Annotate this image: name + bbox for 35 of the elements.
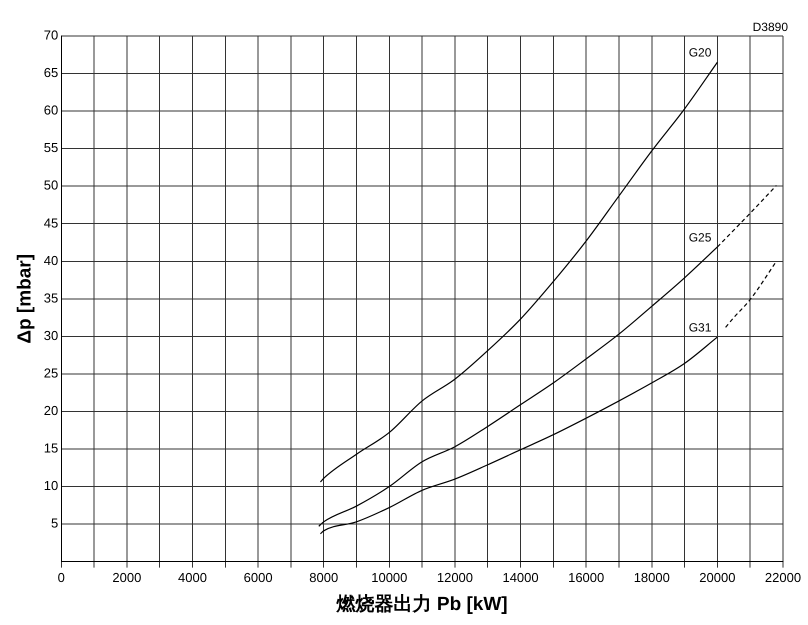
x-tick-label: 4000 <box>178 570 207 585</box>
x-tick-label: 16000 <box>568 570 604 585</box>
y-axis-title: Δp [mbar] <box>14 254 36 344</box>
series-label: G31 <box>688 320 712 334</box>
x-tick-label: 18000 <box>634 570 670 585</box>
y-tick-label: 15 <box>44 440 58 456</box>
y-tick-label: 20 <box>44 403 58 418</box>
y-tick-label: 70 <box>44 28 58 43</box>
series-label: G25 <box>688 230 712 244</box>
x-tick-label: 14000 <box>502 570 539 585</box>
y-tick-label: 30 <box>44 328 58 343</box>
y-tick-label: 65 <box>44 65 58 80</box>
y-tick-label: 45 <box>44 215 58 230</box>
y-tick-label: 40 <box>44 252 58 268</box>
line-series <box>320 336 718 534</box>
x-axis-title: 燃烧器出力 Pb [kW] <box>336 592 508 615</box>
y-tick-label: 10 <box>44 478 58 494</box>
y-tick-label: 35 <box>44 290 58 306</box>
x-tick-label: 2000 <box>112 570 142 585</box>
x-tick-label: 22000 <box>764 570 802 585</box>
x-tick-label: 12000 <box>436 570 474 585</box>
line-series <box>724 260 778 328</box>
series-label: G20 <box>688 46 712 60</box>
text: D3890 <box>752 20 788 34</box>
y-tick-label: 50 <box>44 178 58 193</box>
y-tick-label: 60 <box>44 102 58 118</box>
line-series <box>320 62 718 483</box>
y-tick-label: 25 <box>44 365 58 380</box>
y-tick-label: 5 <box>51 516 58 531</box>
x-tick-label: 10000 <box>371 570 408 585</box>
x-tick-label: 8000 <box>309 570 338 585</box>
x-tick-label: 0 <box>58 570 65 585</box>
y-tick-label: 55 <box>44 140 58 156</box>
x-tick-label: 6000 <box>244 570 273 585</box>
x-tick-label: 20000 <box>699 570 736 585</box>
